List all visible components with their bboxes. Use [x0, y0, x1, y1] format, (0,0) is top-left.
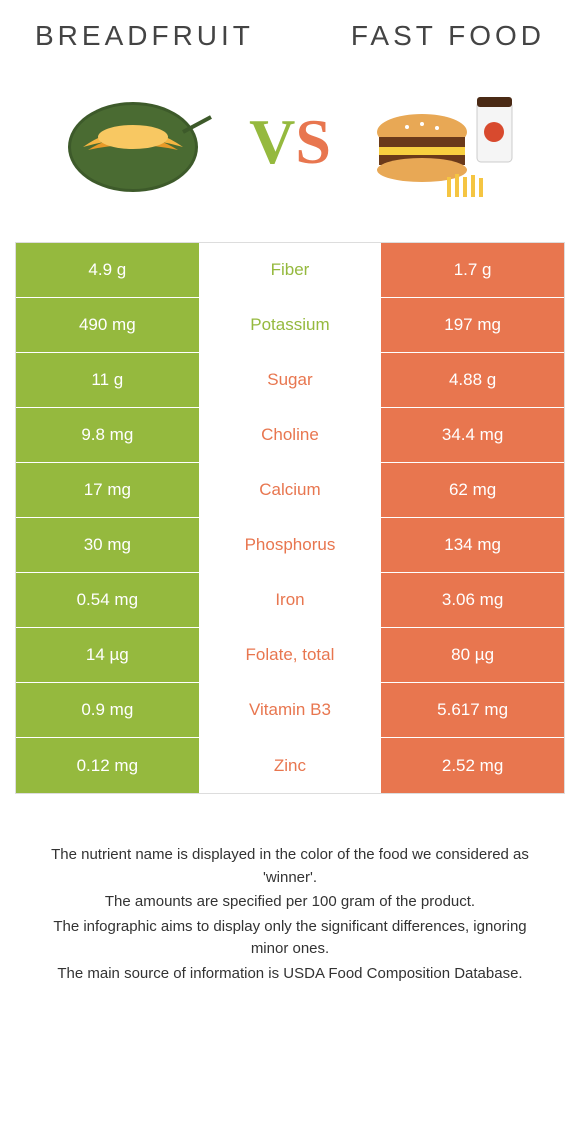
- right-value: 1.7 g: [381, 243, 564, 297]
- note-line: The main source of information is USDA F…: [45, 963, 535, 986]
- nutrient-row: 14 µgFolate, total80 µg: [16, 628, 564, 683]
- nutrient-row: 9.8 mgCholine34.4 mg: [16, 408, 564, 463]
- right-value: 3.06 mg: [381, 573, 564, 627]
- nutrient-label: Fiber: [199, 243, 382, 297]
- left-value: 0.9 mg: [16, 683, 199, 737]
- note-line: The amounts are specified per 100 gram o…: [45, 891, 535, 914]
- left-value: 490 mg: [16, 298, 199, 352]
- nutrient-label: Iron: [199, 573, 382, 627]
- left-value: 4.9 g: [16, 243, 199, 297]
- header: BREADFRUIT FAST FOOD: [15, 20, 565, 52]
- nutrient-row: 4.9 gFiber1.7 g: [16, 243, 564, 298]
- vs-label: VS: [249, 105, 331, 179]
- breadfruit-image: [53, 82, 213, 202]
- nutrient-label: Folate, total: [199, 628, 382, 682]
- nutrient-label: Vitamin B3: [199, 683, 382, 737]
- left-value: 14 µg: [16, 628, 199, 682]
- nutrient-label: Calcium: [199, 463, 382, 517]
- nutrient-label: Potassium: [199, 298, 382, 352]
- vs-v: V: [249, 106, 295, 177]
- nutrient-row: 0.12 mgZinc2.52 mg: [16, 738, 564, 793]
- left-value: 30 mg: [16, 518, 199, 572]
- vs-s: S: [295, 106, 331, 177]
- fastfood-image: [367, 82, 527, 202]
- left-value: 11 g: [16, 353, 199, 407]
- right-value: 134 mg: [381, 518, 564, 572]
- right-value: 197 mg: [381, 298, 564, 352]
- right-value: 2.52 mg: [381, 738, 564, 793]
- note-line: The nutrient name is displayed in the co…: [45, 844, 535, 889]
- footer-notes: The nutrient name is displayed in the co…: [15, 824, 565, 1007]
- nutrient-label: Phosphorus: [199, 518, 382, 572]
- nutrient-row: 30 mgPhosphorus134 mg: [16, 518, 564, 573]
- note-line: The infographic aims to display only the…: [45, 916, 535, 961]
- right-value: 62 mg: [381, 463, 564, 517]
- left-food-title: BREADFRUIT: [35, 20, 254, 52]
- right-value: 34.4 mg: [381, 408, 564, 462]
- nutrient-row: 17 mgCalcium62 mg: [16, 463, 564, 518]
- left-value: 9.8 mg: [16, 408, 199, 462]
- right-food-title: FAST FOOD: [351, 20, 545, 52]
- nutrient-label: Sugar: [199, 353, 382, 407]
- nutrient-row: 0.9 mgVitamin B35.617 mg: [16, 683, 564, 738]
- nutrient-row: 0.54 mgIron3.06 mg: [16, 573, 564, 628]
- nutrient-label: Zinc: [199, 738, 382, 793]
- nutrient-row: 490 mgPotassium197 mg: [16, 298, 564, 353]
- hero-row: VS: [15, 82, 565, 202]
- left-value: 0.12 mg: [16, 738, 199, 793]
- right-value: 4.88 g: [381, 353, 564, 407]
- right-value: 5.617 mg: [381, 683, 564, 737]
- left-value: 0.54 mg: [16, 573, 199, 627]
- nutrient-label: Choline: [199, 408, 382, 462]
- nutrient-row: 11 gSugar4.88 g: [16, 353, 564, 408]
- left-value: 17 mg: [16, 463, 199, 517]
- right-value: 80 µg: [381, 628, 564, 682]
- nutrient-table: 4.9 gFiber1.7 g490 mgPotassium197 mg11 g…: [15, 242, 565, 794]
